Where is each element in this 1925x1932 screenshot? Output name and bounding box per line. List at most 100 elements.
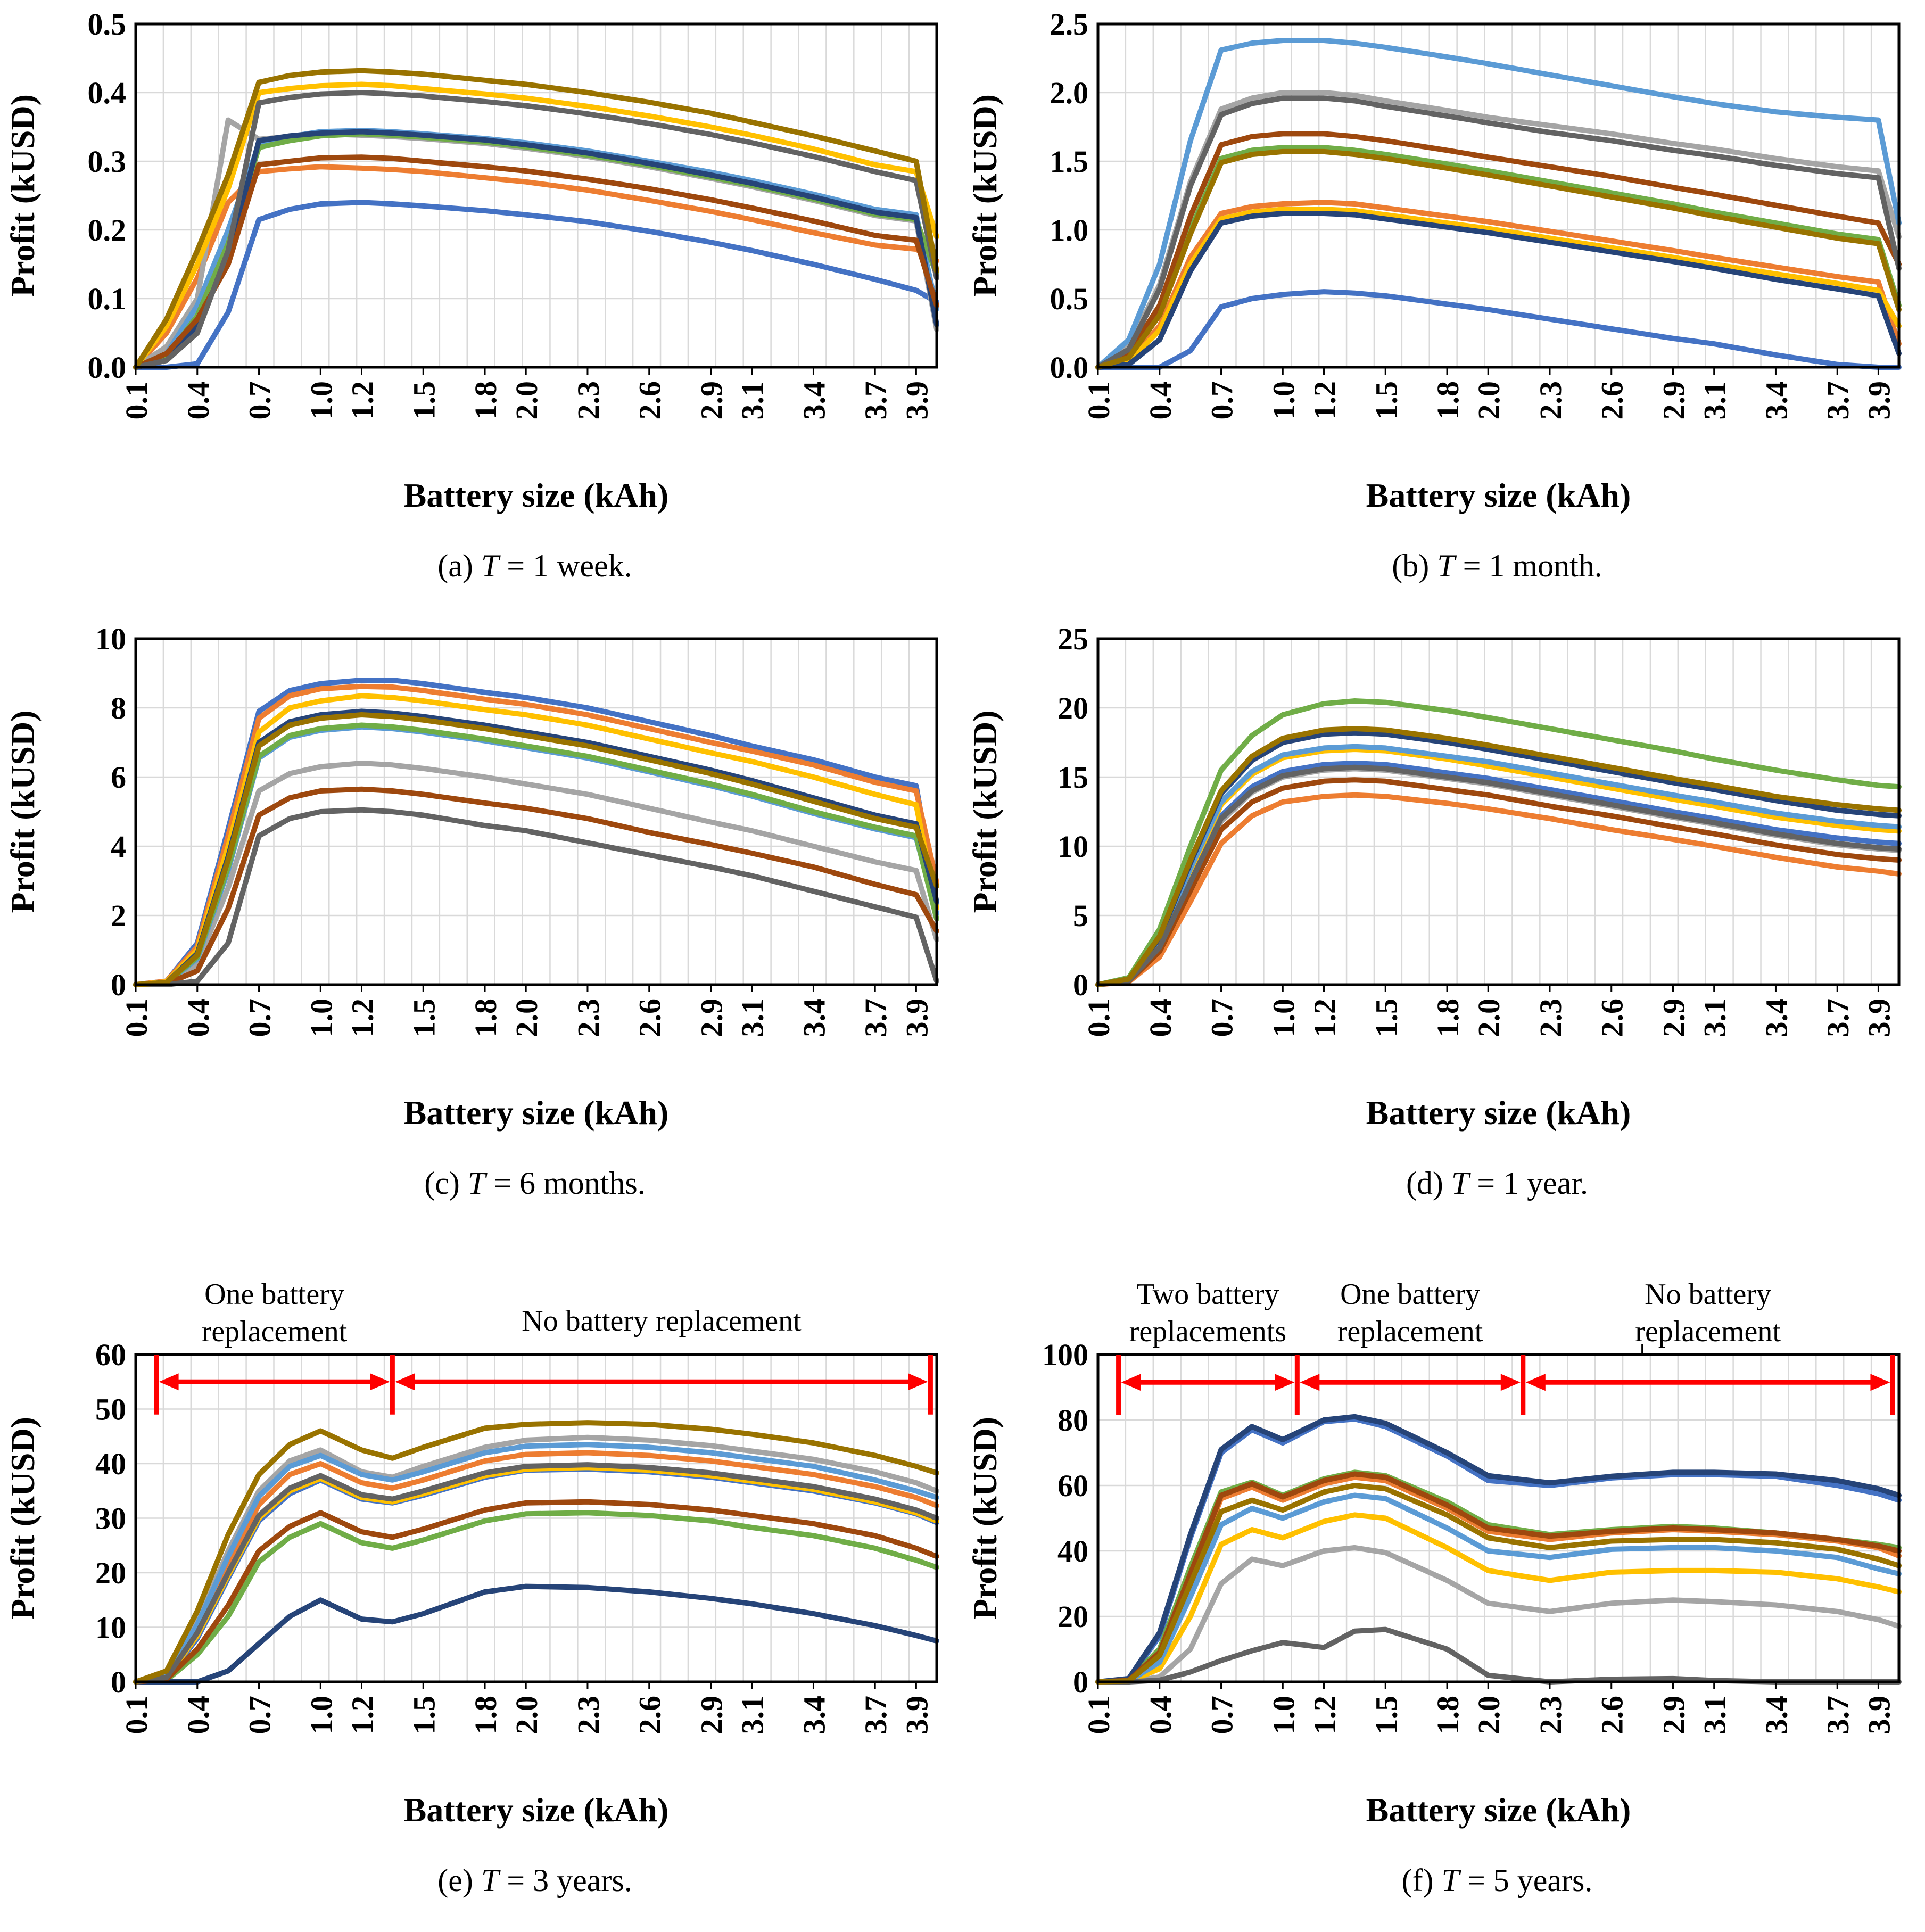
x-tick-label: 2.9 bbox=[1657, 381, 1691, 420]
region-label: replacement bbox=[1635, 1315, 1781, 1348]
chart-d-canvas: 0.1 0.4 0.7 1.0 1.2 1.5 1.8 2.0 2.3 2.6 2.9 3.1 3.4 3… bbox=[962, 612, 1925, 1163]
line-brown bbox=[1095, 777, 1902, 987]
line-navy bbox=[1095, 211, 1902, 370]
x-tick-label: 1.0 bbox=[1266, 998, 1301, 1037]
y-tick-label: 40 bbox=[1057, 1534, 1088, 1568]
x-tick-label: 3.9 bbox=[899, 998, 934, 1037]
y-axis: 0 5 10 15 20 25 bbox=[1057, 622, 1088, 1002]
y-tick-label: 1.0 bbox=[1050, 213, 1089, 247]
x-tick-label: 1.8 bbox=[1431, 1696, 1465, 1735]
caption-index: (b) bbox=[1392, 548, 1430, 583]
series-lines bbox=[1095, 1414, 1902, 1685]
y-tick-label: 30 bbox=[95, 1501, 126, 1536]
y-tick-label: 0.2 bbox=[88, 213, 127, 247]
x-tick-label: 3.1 bbox=[1698, 1696, 1732, 1735]
region-label: replacement bbox=[1337, 1315, 1483, 1348]
caption-index: (f) bbox=[1401, 1863, 1434, 1898]
x-tick-label: 1.5 bbox=[1369, 1696, 1403, 1735]
y-tick-label: 1.5 bbox=[1050, 144, 1089, 179]
series-lines bbox=[133, 68, 939, 370]
x-tick-label: 2.0 bbox=[1472, 998, 1506, 1037]
chart-f-canvas: 0.1 0.4 0.7 1.0 1.2 1.5 1.8 2.0 2.3 2.6 2.9 3.1 3.4 3… bbox=[962, 1229, 1925, 1860]
region-label: No battery replacement bbox=[522, 1304, 802, 1337]
arrowhead-left-icon bbox=[159, 1373, 179, 1391]
x-tick-label: 2.6 bbox=[1595, 1696, 1630, 1735]
y-tick-label: 40 bbox=[95, 1447, 126, 1481]
chart-a: 0.1 0.4 0.7 1.0 1.2 1.5 1.8 2.0 2.3 2.6 2.9 3.1 3.4 3… bbox=[0, 0, 962, 612]
line-brown bbox=[1095, 131, 1902, 370]
line-olive bbox=[1095, 148, 1902, 370]
caption-index: (c) bbox=[424, 1166, 460, 1201]
chart-background bbox=[962, 612, 1920, 1160]
chart-f-svg: 0.1 0.4 0.7 1.0 1.2 1.5 1.8 2.0 2.3 2.6 2.9 3.1 3.4 3… bbox=[962, 1229, 1920, 1857]
x-tick-label: 3.9 bbox=[899, 381, 934, 420]
y-tick-label: 0.5 bbox=[1050, 282, 1089, 316]
x-tick-label: 2.9 bbox=[695, 381, 729, 420]
x-tick-label: 0.1 bbox=[1081, 1696, 1116, 1735]
caption-text: = 5 years. bbox=[1467, 1863, 1593, 1898]
y-tick-label: 0 bbox=[111, 968, 126, 1002]
x-tick-label: 1.2 bbox=[1307, 1696, 1342, 1735]
y-axis-title: Profit (kUSD) bbox=[966, 94, 1004, 297]
x-axis-title: Battery size (kAh) bbox=[1366, 1791, 1631, 1829]
gridlines bbox=[1097, 638, 1900, 986]
chart-a-caption: (a) T = 1 week. bbox=[0, 548, 958, 584]
x-tick-label: 2.3 bbox=[1533, 1696, 1568, 1735]
x-axis-title: Battery size (kAh) bbox=[404, 1094, 669, 1132]
caption-index: (a) bbox=[437, 548, 473, 583]
chart-e-caption: (e) T = 3 years. bbox=[0, 1862, 958, 1899]
x-tick-label: 2.9 bbox=[1657, 998, 1691, 1037]
x-axis: 0.1 0.4 0.7 1.0 1.2 1.5 1.8 2.0 2.3 2.6 2.9 3.1 3.4 3… bbox=[119, 367, 934, 420]
x-tick-label: 3.9 bbox=[1862, 1696, 1896, 1735]
x-tick-label: 2.0 bbox=[509, 998, 544, 1037]
y-axis-title: Profit (kUSD) bbox=[966, 1417, 1004, 1620]
x-axis: 0.1 0.4 0.7 1.0 1.2 1.5 1.8 2.0 2.3 2.6 2.9 3.1 3.4 3… bbox=[1081, 367, 1896, 420]
plot-border bbox=[1096, 637, 1901, 986]
line-darkgray bbox=[133, 1462, 939, 1685]
x-tick-label: 1.8 bbox=[1431, 998, 1465, 1037]
x-tick-label: 3.1 bbox=[736, 1696, 770, 1735]
x-tick-label: 3.4 bbox=[797, 1696, 831, 1735]
x-tick-label: 1.5 bbox=[1369, 998, 1403, 1037]
x-tick-label: 2.0 bbox=[1472, 381, 1506, 420]
plot-border bbox=[134, 1353, 938, 1683]
x-tick-label: 2.3 bbox=[1533, 998, 1568, 1037]
y-tick-label: 60 bbox=[1057, 1468, 1088, 1503]
line-olive bbox=[133, 712, 939, 987]
line-orange bbox=[1095, 200, 1902, 370]
chart-c-caption: (c) T = 6 months. bbox=[0, 1165, 958, 1202]
chart-d-svg: 0.1 0.4 0.7 1.0 1.2 1.5 1.8 2.0 2.3 2.6 2.9 3.1 3.4 3… bbox=[962, 612, 1920, 1160]
x-axis-title: Battery size (kAh) bbox=[1366, 476, 1631, 514]
chart-c-svg: 0.1 0.4 0.7 1.0 1.2 1.5 1.8 2.0 2.3 2.6 2.9 3.1 3.4 3… bbox=[0, 612, 958, 1160]
caption-text: = 1 month. bbox=[1463, 548, 1602, 583]
line-orange bbox=[133, 164, 939, 370]
line-brown bbox=[133, 786, 939, 987]
caption-variable: T bbox=[481, 548, 499, 583]
line-lightgray bbox=[133, 761, 939, 987]
x-tick-label: 1.0 bbox=[1266, 381, 1301, 420]
y-axis: 0.0 0.5 1.0 1.5 2.0 2.5 bbox=[1050, 7, 1089, 385]
x-axis: 0.1 0.4 0.7 1.0 1.2 1.5 1.8 2.0 2.3 2.6 2.9 3.1 3.4 3… bbox=[1081, 1682, 1896, 1735]
x-tick-label: 3.9 bbox=[1862, 381, 1896, 420]
x-tick-label: 1.5 bbox=[407, 998, 441, 1037]
x-tick-label: 1.5 bbox=[1369, 381, 1403, 420]
x-tick-label: 1.8 bbox=[1431, 381, 1465, 420]
region-label: Two battery bbox=[1136, 1278, 1279, 1311]
x-tick-label: 2.6 bbox=[1595, 381, 1630, 420]
x-tick-label: 1.0 bbox=[304, 1696, 338, 1735]
x-tick-label: 1.5 bbox=[407, 1696, 441, 1735]
chart-background bbox=[0, 612, 958, 1160]
y-tick-label: 0 bbox=[111, 1665, 126, 1699]
x-tick-label: 3.4 bbox=[1759, 1696, 1794, 1735]
y-tick-label: 0.3 bbox=[88, 144, 127, 179]
line-navy bbox=[1095, 1414, 1902, 1685]
y-tick-label: 6 bbox=[111, 760, 126, 795]
line-gold bbox=[133, 81, 939, 370]
y-tick-label: 0.5 bbox=[88, 7, 127, 42]
x-tick-label: 2.9 bbox=[695, 1696, 729, 1735]
x-tick-label: 0.7 bbox=[1205, 1696, 1240, 1735]
line-lightblue bbox=[1095, 38, 1902, 370]
x-tick-label: 1.2 bbox=[1307, 998, 1342, 1037]
y-axis-title: Profit (kUSD) bbox=[4, 711, 42, 913]
caption-variable: T bbox=[1451, 1166, 1469, 1201]
